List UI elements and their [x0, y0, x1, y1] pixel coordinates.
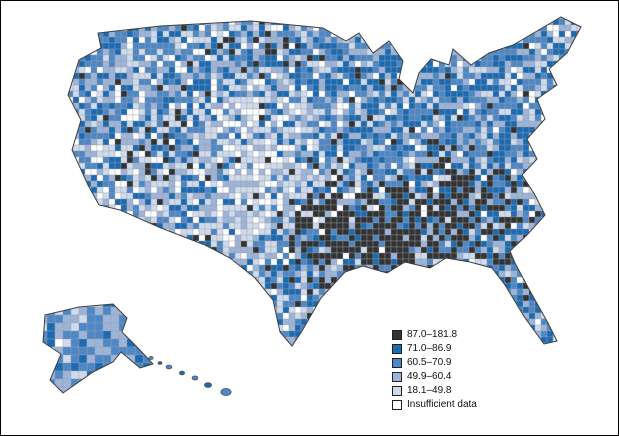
map-legend: 87.0–181.8 71.0–86.9 60.5–70.9 49.9–60.4 18.… — [392, 329, 477, 410]
legend-item: 87.0–181.8 — [392, 329, 477, 340]
hawaii-island — [191, 375, 199, 381]
hawaii-island — [157, 361, 163, 365]
hawaii-island — [148, 356, 154, 360]
legend-label: 71.0–86.9 — [407, 342, 452, 354]
legend-label: 18.1–49.8 — [407, 384, 452, 396]
legend-item: 71.0–86.9 — [392, 343, 477, 354]
legend-label: 49.9–60.4 — [407, 370, 452, 382]
legend-swatch — [392, 385, 402, 396]
hawaii-island — [220, 388, 232, 396]
legend-swatch — [392, 371, 402, 382]
legend-item: 60.5–70.9 — [392, 357, 477, 368]
hawaii-island — [165, 364, 173, 370]
contiguous-us-counties — [68, 17, 581, 346]
legend-swatch — [392, 343, 402, 354]
hawaii-island — [204, 382, 212, 388]
legend-swatch — [392, 329, 402, 340]
alaska-outline — [42, 303, 154, 394]
hawaii-island — [179, 370, 185, 376]
legend-label: Insufficient data — [407, 398, 477, 410]
hawaii-islands — [148, 356, 232, 396]
legend-item: 18.1–49.8 — [392, 385, 477, 396]
legend-item: Insufficient data — [392, 399, 477, 410]
contiguous-us-outline — [67, 16, 582, 347]
legend-label: 87.0–181.8 — [407, 328, 458, 340]
legend-label: 60.5–70.9 — [407, 356, 452, 368]
legend-swatch — [392, 399, 402, 410]
legend-item: 49.9–60.4 — [392, 371, 477, 382]
legend-swatch — [392, 357, 402, 368]
